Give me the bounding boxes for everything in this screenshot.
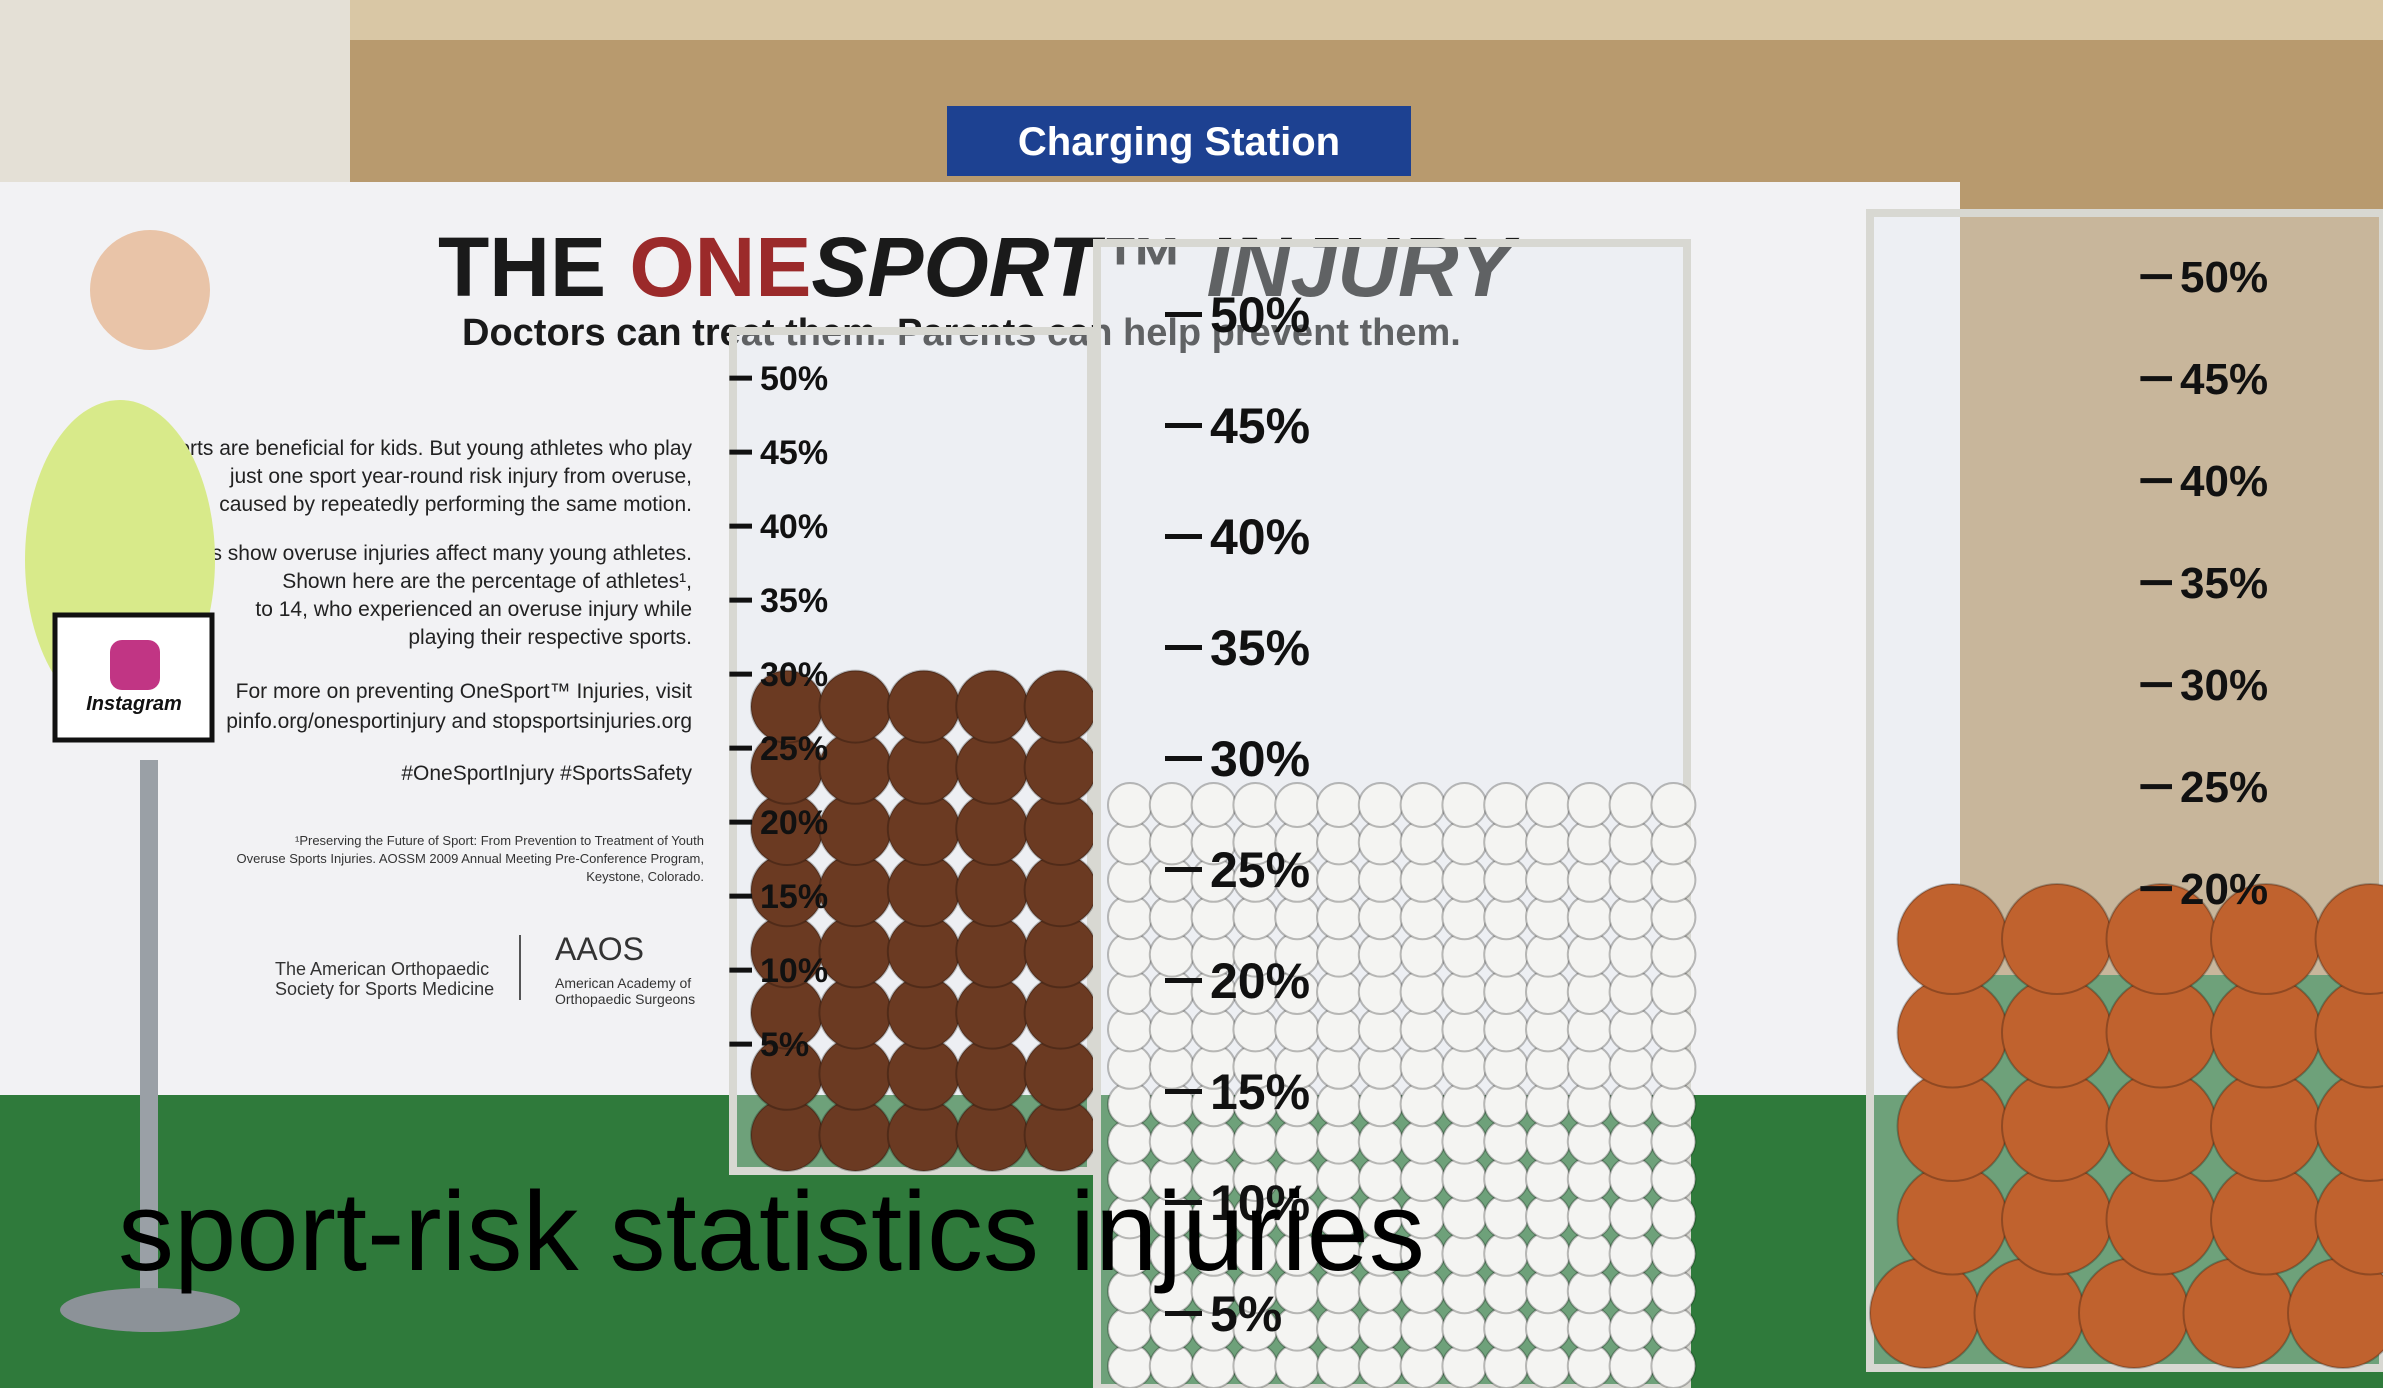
body-line: Shown here are the percentage of athlete… bbox=[282, 570, 692, 593]
case-label: 35% bbox=[760, 582, 828, 620]
case-label: 5% bbox=[760, 1026, 809, 1064]
body-line: Sports are beneficial for kids. But youn… bbox=[153, 437, 693, 460]
logo-text: Society for Sports Medicine bbox=[275, 979, 494, 999]
body-line: caused by repeatedly performing the same… bbox=[219, 493, 692, 516]
body-line: Statistics show overuse injuries affect … bbox=[138, 542, 692, 565]
ball bbox=[1108, 783, 1152, 827]
case-label: 10% bbox=[760, 952, 828, 990]
body-line: playing their respective sports. bbox=[408, 626, 692, 649]
ball bbox=[1025, 671, 1097, 743]
display-case: 50% 45% 40% 35% 30% 25% 20% bbox=[1870, 213, 2383, 1368]
case-label: 40% bbox=[1210, 509, 1310, 565]
ball bbox=[1975, 1258, 2085, 1368]
footnote-line: Keystone, Colorado. bbox=[586, 869, 704, 884]
case-label: 45% bbox=[760, 434, 828, 472]
ball bbox=[1651, 783, 1695, 827]
stanchion-base bbox=[60, 1288, 240, 1332]
logo-text: The American Orthopaedic bbox=[275, 959, 489, 979]
ball bbox=[1870, 1258, 1980, 1368]
case-label: 20% bbox=[2180, 865, 2268, 914]
case-label: 30% bbox=[1210, 731, 1310, 787]
ball bbox=[1484, 783, 1528, 827]
case-label: 20% bbox=[1210, 953, 1310, 1009]
case-label: 30% bbox=[2180, 661, 2268, 710]
body-line: to 14, who experienced an overuse injury… bbox=[255, 598, 692, 621]
case-label: 20% bbox=[760, 804, 828, 842]
ball bbox=[1150, 783, 1194, 827]
case-label: 45% bbox=[2180, 355, 2268, 404]
ball bbox=[956, 671, 1028, 743]
ball bbox=[2002, 884, 2112, 994]
case-label: 25% bbox=[760, 730, 828, 768]
ball bbox=[1275, 783, 1319, 827]
case-label: 35% bbox=[1210, 620, 1310, 676]
ceiling bbox=[0, 0, 2383, 40]
logo-text: Orthopaedic Surgeons bbox=[555, 991, 695, 1007]
pillar bbox=[0, 0, 350, 190]
case-label: 15% bbox=[760, 878, 828, 916]
footnote-line: Overuse Sports Injuries. AOSSM 2009 Annu… bbox=[236, 851, 704, 866]
case-label: 25% bbox=[2180, 763, 2268, 812]
ball bbox=[819, 671, 891, 743]
sign-text: Charging Station bbox=[1018, 120, 1340, 164]
title-part: THE bbox=[438, 220, 629, 314]
footnote-line: ¹Preserving the Future of Sport: From Pr… bbox=[295, 833, 704, 848]
case-label: 40% bbox=[760, 508, 828, 546]
ball bbox=[1192, 783, 1236, 827]
ball bbox=[1898, 884, 2008, 994]
ball bbox=[1401, 783, 1445, 827]
case-label: 45% bbox=[1210, 398, 1310, 454]
ball bbox=[1442, 783, 1486, 827]
body-line: #OneSportInjury #SportsSafety bbox=[401, 762, 692, 785]
ball bbox=[1526, 783, 1570, 827]
ball bbox=[1568, 783, 1612, 827]
case-label: 25% bbox=[1210, 842, 1310, 898]
case-label: 5% bbox=[1210, 1286, 1282, 1342]
ball bbox=[1610, 783, 1654, 827]
ball bbox=[2184, 1258, 2294, 1368]
case-label: 50% bbox=[1210, 287, 1310, 343]
body-line: For more on preventing OneSport™ Injurie… bbox=[236, 680, 693, 703]
case-label: 50% bbox=[760, 360, 828, 398]
ball bbox=[1317, 783, 1361, 827]
case-label: 35% bbox=[2180, 559, 2268, 608]
logo-text: AAOS bbox=[555, 931, 644, 967]
caption: sport-risk statistics injuries bbox=[118, 1169, 1425, 1294]
instagram-label: Instagram bbox=[86, 693, 182, 715]
case-label: 50% bbox=[2180, 253, 2268, 302]
logo-text: American Academy of bbox=[555, 975, 691, 991]
ball bbox=[1359, 783, 1403, 827]
case-label: 40% bbox=[2180, 457, 2268, 506]
display-case: 50% 45% 40% 35% 30% 25% 20% 15% 10% 5% bbox=[729, 331, 1096, 1171]
body-line: pinfo.org/onesportinjury and stopsportsi… bbox=[226, 710, 692, 733]
case-label: 30% bbox=[760, 656, 828, 694]
body-line: just one sport year-round risk injury fr… bbox=[229, 465, 692, 488]
title-part: ONE bbox=[629, 220, 811, 314]
instagram-icon bbox=[110, 640, 160, 690]
case-label: 15% bbox=[1210, 1064, 1310, 1120]
ball bbox=[888, 671, 960, 743]
athlete-head bbox=[90, 230, 210, 350]
ball bbox=[2079, 1258, 2189, 1368]
ball bbox=[1233, 783, 1277, 827]
